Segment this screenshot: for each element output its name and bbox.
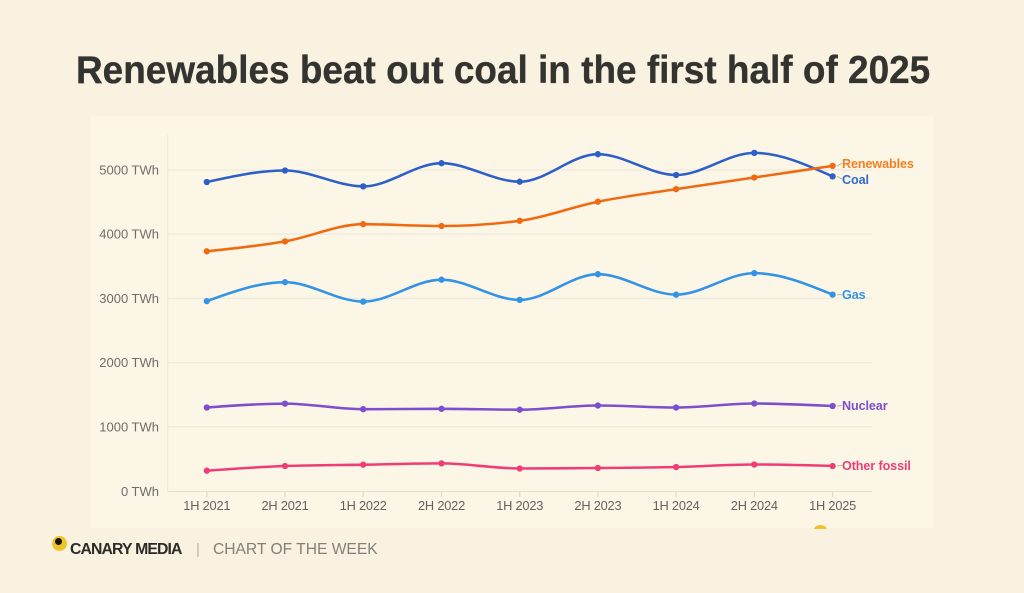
svg-text:3000 TWh: 3000 TWh [99,291,159,306]
svg-text:Nuclear: Nuclear [842,399,888,413]
svg-text:1H 2024: 1H 2024 [653,498,700,513]
svg-text:Gas: Gas [842,288,866,302]
svg-text:4000 TWh: 4000 TWh [99,227,159,242]
svg-text:1H 2023: 1H 2023 [496,498,543,513]
svg-text:0 TWh: 0 TWh [121,484,159,499]
svg-text:1000 TWh: 1000 TWh [99,419,159,434]
svg-text:1H 2025: 1H 2025 [809,498,856,513]
svg-text:Other fossil: Other fossil [842,459,911,473]
svg-text:2H 2022: 2H 2022 [418,498,465,513]
svg-text:2H 2021: 2H 2021 [262,498,309,513]
svg-text:Renewables: Renewables [842,157,914,171]
svg-text:2H 2023: 2H 2023 [574,498,621,513]
svg-text:2000 TWh: 2000 TWh [99,355,159,370]
svg-text:2H 2024: 2H 2024 [731,498,778,513]
svg-text:Coal: Coal [842,173,869,187]
svg-text:5000 TWh: 5000 TWh [99,163,159,178]
svg-text:1H 2021: 1H 2021 [183,498,230,513]
svg-text:1H 2022: 1H 2022 [340,498,387,513]
